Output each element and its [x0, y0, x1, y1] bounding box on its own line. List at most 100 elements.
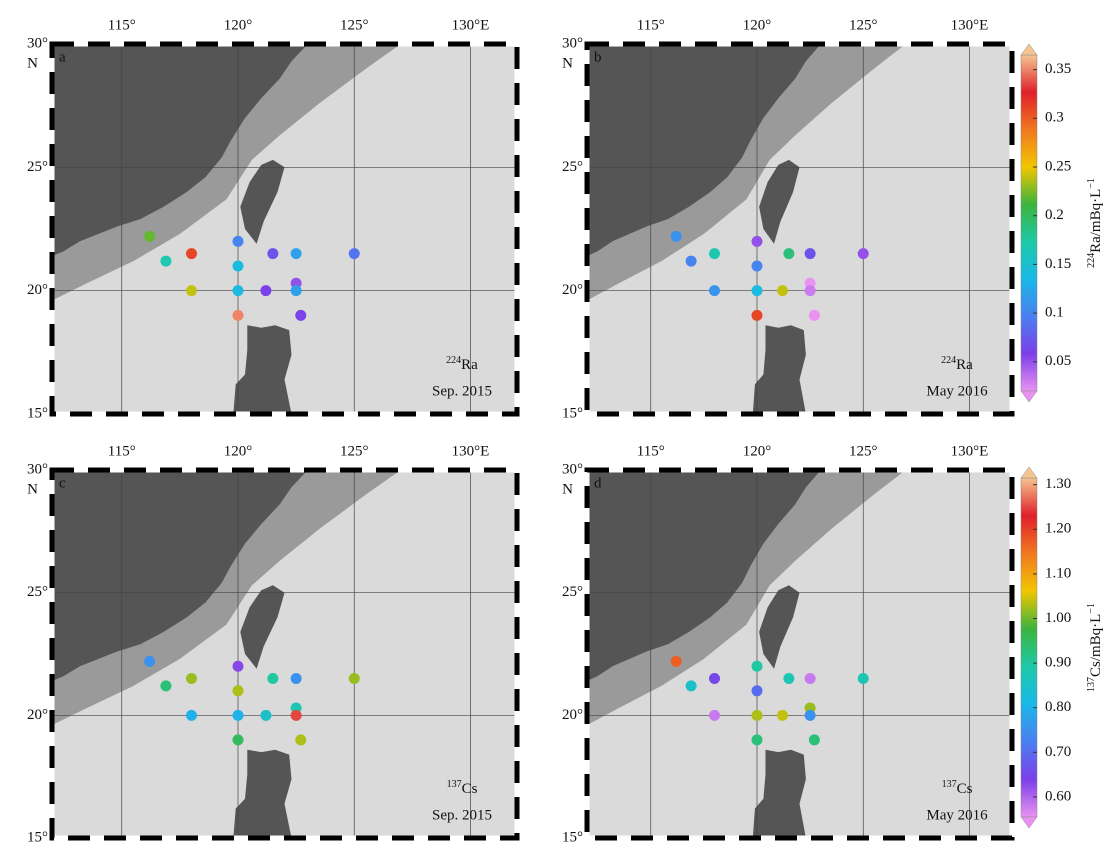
colorbar-mass: 224	[1086, 253, 1097, 268]
station	[291, 285, 302, 296]
lat-label: 30°	[27, 461, 48, 477]
station	[295, 734, 306, 745]
lon-label: 115°	[108, 443, 136, 459]
colorbar-label: 224Ra/mBq·L−1	[1086, 178, 1104, 268]
station	[858, 673, 869, 684]
isotope-mass: 137	[942, 779, 957, 790]
lon-label: 120°	[224, 443, 253, 459]
station	[752, 261, 763, 272]
station	[752, 734, 763, 745]
panel-letter: a	[59, 49, 66, 65]
lon-label: 120°	[224, 17, 253, 33]
station	[233, 261, 244, 272]
colorbar-tick-label: 0.3	[1045, 110, 1064, 126]
station	[144, 656, 155, 667]
panel-letter: d	[594, 475, 602, 491]
station	[671, 656, 682, 667]
isotope-element: Cs	[462, 781, 478, 797]
station	[291, 673, 302, 684]
station	[260, 710, 271, 721]
station	[752, 236, 763, 247]
station	[805, 285, 816, 296]
colorbar-mass: 137	[1086, 677, 1097, 692]
lat-hemisphere: N	[27, 481, 38, 497]
isotope-element: Cs	[957, 781, 973, 797]
lon-label: 120°	[743, 443, 772, 459]
station	[809, 734, 820, 745]
colorbar-tick-label: 0.80	[1045, 699, 1071, 715]
station	[186, 248, 197, 259]
station	[752, 310, 763, 321]
station	[805, 673, 816, 684]
lon-label: 130°E	[452, 17, 490, 33]
station	[686, 256, 697, 267]
station	[349, 673, 360, 684]
colorbar-tick-label: 0.70	[1045, 744, 1071, 760]
lat-label: 20°	[27, 707, 48, 723]
station	[295, 310, 306, 321]
lat-label: 25°	[27, 584, 48, 600]
station	[752, 685, 763, 696]
station	[186, 710, 197, 721]
station	[291, 710, 302, 721]
colorbar-tick-label: 0.25	[1045, 158, 1071, 174]
lat-label: 20°	[27, 282, 48, 298]
station	[160, 256, 171, 267]
colorbar-tick-label: 0.2	[1045, 207, 1064, 223]
colorbar-extend	[1021, 44, 1037, 55]
colorbar-element: Ra	[1088, 236, 1104, 253]
lon-label: 130°E	[951, 17, 989, 33]
station	[186, 285, 197, 296]
colorbar-tick-label: 0.05	[1045, 353, 1071, 369]
station	[752, 661, 763, 672]
lat-label: 15°	[27, 829, 48, 843]
station	[233, 661, 244, 672]
station	[752, 285, 763, 296]
colorbar-unit: /mBq·L	[1088, 189, 1104, 237]
station	[233, 734, 244, 745]
colorbar-tick-label: 0.15	[1045, 256, 1071, 272]
station	[777, 710, 788, 721]
colorbar-element: Cs	[1088, 661, 1104, 677]
station	[144, 231, 155, 242]
date-label: May 2016	[926, 807, 988, 823]
lat-label: 15°	[562, 405, 583, 421]
station	[260, 285, 271, 296]
lat-label: 20°	[562, 282, 583, 298]
colorbar-extend	[1021, 391, 1037, 402]
panel-letter: b	[594, 49, 602, 65]
lon-label: 125°	[340, 443, 369, 459]
lon-label: 125°	[340, 17, 369, 33]
lat-label: 25°	[562, 159, 583, 175]
station	[809, 310, 820, 321]
colorbar-unit: /mBq·L	[1088, 614, 1104, 662]
station	[349, 248, 360, 259]
isotope-mass: 224	[446, 355, 461, 366]
station	[777, 285, 788, 296]
lon-label: 115°	[637, 443, 665, 459]
station	[267, 248, 278, 259]
station	[783, 673, 794, 684]
station	[671, 231, 682, 242]
station	[709, 673, 720, 684]
station	[709, 710, 720, 721]
colorbar-extend	[1021, 467, 1037, 478]
colorbar-extend	[1021, 817, 1037, 828]
colorbar-label: 137Cs/mBq·L−1	[1086, 603, 1104, 692]
lat-label: 30°	[562, 35, 583, 51]
lat-label: 30°	[562, 461, 583, 477]
panel-letter: c	[59, 475, 66, 491]
station	[709, 285, 720, 296]
date-label: Sep. 2015	[432, 383, 492, 399]
colorbar-tick-label: 1.20	[1045, 521, 1071, 537]
colorbar-tick-label: 1.10	[1045, 565, 1071, 581]
isotope-element: Ra	[461, 357, 478, 373]
lat-hemisphere: N	[562, 481, 573, 497]
station	[233, 285, 244, 296]
station	[783, 248, 794, 259]
colorbar	[1021, 55, 1037, 391]
date-label: Sep. 2015	[432, 807, 492, 823]
station	[805, 710, 816, 721]
lat-label: 20°	[562, 707, 583, 723]
station	[186, 673, 197, 684]
